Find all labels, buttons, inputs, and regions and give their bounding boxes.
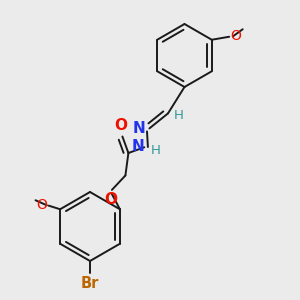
Text: H: H <box>174 109 184 122</box>
Text: O: O <box>230 29 241 43</box>
Text: O: O <box>115 118 128 134</box>
Text: H: H <box>150 144 160 157</box>
Text: N: N <box>131 139 144 154</box>
Text: O: O <box>37 198 47 212</box>
Text: O: O <box>104 192 117 207</box>
Text: N: N <box>133 121 146 136</box>
Text: Br: Br <box>81 276 99 291</box>
